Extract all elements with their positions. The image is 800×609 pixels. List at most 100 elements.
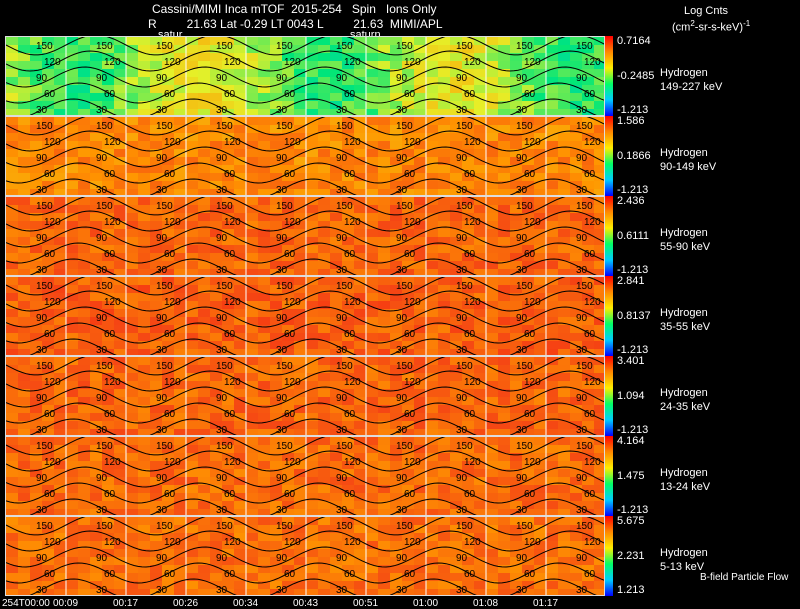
heat-cell [198,149,210,157]
heat-cell [162,389,174,397]
heat-cell [402,397,414,405]
heat-cell [54,197,66,205]
heat-cell [522,293,534,301]
contour-label: 60 [164,249,176,260]
heat-cell [222,205,234,213]
contour-label: 60 [164,169,176,180]
heat-cell [174,261,186,269]
heat-cell [378,181,390,189]
heat-cell [282,413,294,421]
heat-cell [222,317,234,325]
heat-cell [270,221,282,229]
heat-cell [450,109,462,115]
heat-cell [102,237,114,245]
heat-cell [54,85,66,93]
heat-cell [30,213,42,221]
heat-cell [474,293,486,301]
heat-cell [282,461,294,469]
heat-cell [330,517,342,525]
heat-cell [366,469,378,477]
heat-cell [258,341,270,349]
heat-cell [162,133,174,141]
heat-cell [402,589,414,595]
heat-cell [450,117,462,125]
contour-label: 120 [404,137,421,148]
heat-cell [318,141,330,149]
heat-cell [162,269,174,275]
heat-cell [510,53,522,61]
heat-cell [90,517,102,525]
heat-cell [18,125,30,133]
heat-cell [546,229,558,237]
heat-cell [378,37,390,45]
heat-cell [522,285,534,293]
heat-cell [54,501,66,509]
heat-cell [138,477,150,485]
heat-cell [390,173,402,181]
heat-cell [546,77,558,85]
heat-cell [210,413,222,421]
heat-cell [102,453,114,461]
heat-cell [126,533,138,541]
heat-cell [186,253,198,261]
heat-cell [186,405,198,413]
heat-cell [522,493,534,501]
contour-line [6,386,604,408]
heat-cell [222,461,234,469]
heat-cell [558,493,570,501]
heat-cell [18,373,30,381]
heat-cell [342,253,354,261]
heat-cell [234,485,246,493]
heat-cell [42,445,54,453]
heat-cell [114,589,126,595]
heat-cell [162,333,174,341]
heat-cell [66,589,78,595]
contour-label: 60 [164,569,176,580]
heat-cell [6,301,18,309]
heat-cell [462,237,474,245]
heat-cell [522,509,534,515]
heat-cell [66,277,78,285]
heat-cell [114,149,126,157]
heat-cell [522,181,534,189]
heat-cell [594,325,604,333]
heat-cell [174,93,186,101]
heat-cell [270,525,282,533]
heat-cell [6,213,18,221]
heat-cell [354,205,366,213]
heat-cell [318,181,330,189]
heat-cell [438,453,450,461]
heat-cell [546,173,558,181]
heat-cell [42,389,54,397]
heat-cell [246,517,258,525]
heat-cell [378,341,390,349]
heat-cell [102,565,114,573]
heat-cell [78,405,90,413]
contour-label: 30 [396,505,408,516]
heat-cell [42,413,54,421]
heat-cell [426,253,438,261]
heat-cell [474,269,486,275]
heat-cell [570,493,582,501]
spectrogram-svg: 1501209060301501209060301501209060301501… [6,117,604,196]
heat-cell [510,173,522,181]
heat-cell [414,309,426,317]
heat-cell [222,381,234,389]
heat-cell [390,533,402,541]
heat-cell [42,261,54,269]
heat-cell [534,333,546,341]
heat-cell [198,525,210,533]
heat-cell [522,389,534,397]
contour-label: 90 [96,393,108,404]
heat-cell [30,357,42,365]
contour-label: 150 [216,521,233,532]
heat-cell [318,157,330,165]
contour-label: 30 [96,185,108,196]
heat-cell [510,477,522,485]
heat-cell [354,581,366,589]
heat-cell [270,141,282,149]
heat-cell [198,53,210,61]
heat-cell [162,53,174,61]
heat-cell [402,301,414,309]
heat-cell [54,341,66,349]
